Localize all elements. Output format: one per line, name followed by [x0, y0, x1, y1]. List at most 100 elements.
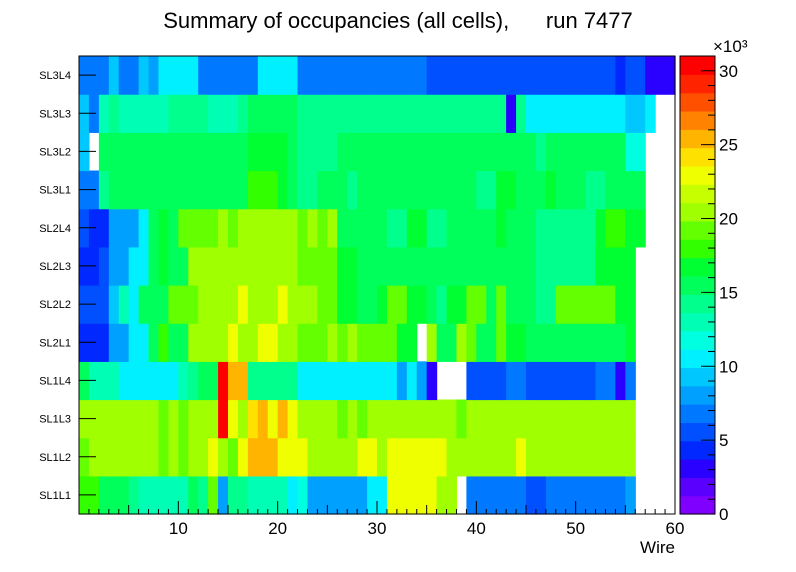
heatmap-cell	[535, 475, 547, 515]
heatmap-cell	[555, 94, 567, 133]
heatmap-cell	[605, 170, 616, 210]
heatmap-cell	[396, 399, 408, 439]
heatmap-cell	[198, 361, 209, 401]
heatmap-cell	[555, 475, 567, 515]
heatmap-cell	[416, 246, 428, 286]
heatmap-cell	[228, 285, 239, 324]
heatmap-cell	[486, 285, 497, 324]
heatmap-cell	[386, 361, 398, 401]
palette-swatch	[680, 74, 715, 94]
heatmap-cell	[575, 285, 587, 324]
palette-swatch	[680, 147, 715, 167]
heatmap-cell	[565, 361, 577, 401]
heatmap-cell	[307, 437, 318, 477]
heatmap-cell	[327, 132, 338, 172]
z-tick-label: 20	[719, 210, 738, 229]
heatmap-cell	[267, 323, 279, 362]
heatmap-cell	[595, 437, 607, 477]
heatmap-cell	[377, 285, 388, 324]
heatmap-cell	[178, 94, 189, 133]
heatmap-cell	[307, 285, 318, 324]
heatmap-cell	[506, 56, 517, 95]
heatmap-cell	[357, 323, 368, 362]
heatmap-cell	[555, 246, 567, 286]
heatmap-cell	[655, 56, 666, 95]
heatmap-cell	[446, 323, 458, 362]
heatmap-cell	[367, 437, 378, 477]
heatmap-cell	[98, 170, 110, 210]
heatmap-cell	[595, 475, 607, 515]
heatmap-cell	[476, 475, 487, 515]
heatmap-cell	[585, 475, 597, 515]
heatmap-cell	[118, 94, 130, 133]
heatmap-cell	[357, 132, 368, 172]
heatmap-cell	[317, 56, 328, 95]
heatmap-cell	[426, 208, 438, 248]
heatmap-cell	[198, 437, 209, 477]
heatmap-cell	[347, 170, 358, 210]
heatmap-cell	[297, 246, 309, 286]
heatmap-cell	[396, 437, 408, 477]
heatmap-cell	[545, 475, 557, 515]
y-tick-label: SL1L2	[39, 452, 71, 464]
heatmap-cell	[247, 94, 259, 133]
heatmap-cell	[526, 170, 537, 210]
heatmap-cell	[118, 56, 130, 95]
heatmap-cell	[307, 475, 318, 515]
heatmap-cell	[625, 170, 636, 210]
heatmap-cell	[257, 285, 269, 324]
heatmap-cell	[128, 56, 140, 95]
palette-swatch	[680, 184, 715, 204]
heatmap-cell	[416, 475, 428, 515]
heatmap-cell	[98, 361, 110, 401]
heatmap-cell	[496, 285, 507, 324]
heatmap-cell	[516, 475, 527, 515]
heatmap-cell	[148, 132, 160, 172]
heatmap-cell	[526, 399, 537, 439]
heatmap-cell	[247, 361, 259, 401]
heatmap-cell	[506, 132, 517, 172]
heatmap-cell	[476, 437, 487, 477]
y-tick-label: SL2L2	[39, 299, 71, 311]
z-tick-label: 5	[719, 431, 728, 450]
heatmap-cell	[277, 475, 289, 515]
heatmap-cell	[108, 132, 120, 172]
heatmap-cell	[317, 208, 328, 248]
heatmap-cell	[406, 285, 418, 324]
heatmap-cell	[297, 437, 309, 477]
heatmap-cell	[307, 246, 318, 286]
heatmap-cell	[208, 323, 219, 362]
heatmap-cell	[168, 361, 179, 401]
heatmap-cell	[446, 399, 458, 439]
heatmap-cell	[456, 56, 467, 95]
heatmap-cell	[386, 285, 398, 324]
heatmap-cell	[446, 437, 458, 477]
heatmap-cell	[108, 437, 120, 477]
heatmap-cell	[396, 246, 408, 286]
heatmap-cell	[148, 208, 160, 248]
heatmap-cell	[466, 399, 477, 439]
heatmap-cell	[347, 399, 358, 439]
heatmap-cell	[98, 323, 110, 362]
heatmap-cell	[327, 170, 338, 210]
heatmap-cell	[327, 56, 338, 95]
heatmap-cell	[516, 132, 527, 172]
heatmap-cell	[555, 170, 567, 210]
heatmap-cell	[317, 437, 328, 477]
heatmap-cell	[446, 94, 458, 133]
heatmap-cell	[436, 94, 448, 133]
heatmap-cell	[198, 323, 209, 362]
heatmap-cell	[496, 475, 507, 515]
heatmap-cell	[208, 285, 219, 324]
heatmap-cell	[367, 56, 378, 95]
heatmap-cell	[287, 399, 299, 439]
heatmap-cell	[128, 94, 140, 133]
heatmap-cell	[228, 208, 239, 248]
heatmap-cell	[565, 246, 577, 286]
heatmap-cell	[555, 56, 567, 95]
heatmap-cell	[357, 475, 368, 515]
heatmap-cell	[198, 208, 209, 248]
x-tick-label: 40	[467, 519, 486, 538]
heatmap-cell	[237, 208, 249, 248]
heatmap-cell	[605, 208, 616, 248]
